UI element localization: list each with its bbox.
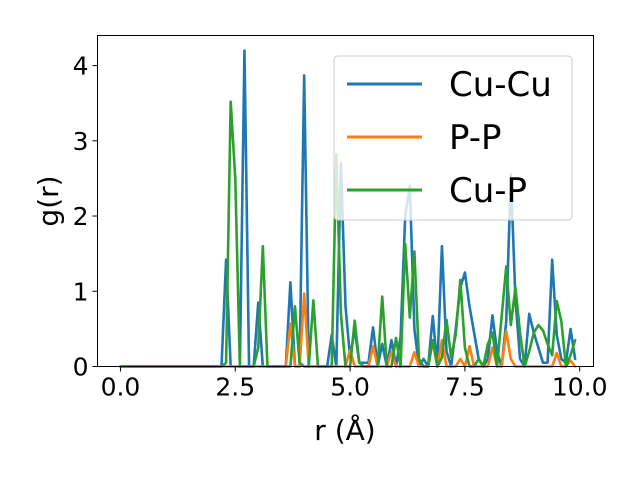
legend: Cu-Cu P-P Cu-P <box>333 55 573 221</box>
x-tick-label: 0.0 <box>101 373 141 402</box>
y-axis-ticks: 0 1 2 3 4 <box>73 52 98 382</box>
series-line-cu-p <box>119 100 577 368</box>
y-tick-label: 0 <box>73 353 89 382</box>
y-tick-label: 3 <box>73 127 89 156</box>
legend-label-cu-cu: Cu-Cu <box>449 65 552 105</box>
y-tick-label: 1 <box>73 277 89 306</box>
x-tick-label: 7.5 <box>445 373 485 402</box>
x-axis-ticks: 0.0 2.5 5.0 7.5 10.0 <box>101 366 608 402</box>
x-tick-label: 5.0 <box>330 373 370 402</box>
legend-box <box>333 55 573 221</box>
x-tick-label: 10.0 <box>552 373 608 402</box>
legend-label-cu-p: Cu-P <box>449 171 527 211</box>
x-axis-label: r (Å) <box>314 413 375 447</box>
y-tick-label: 4 <box>73 52 89 81</box>
legend-label-p-p: P-P <box>449 118 502 158</box>
plot-frame <box>97 35 594 367</box>
y-axis-label: g(r) <box>32 175 65 226</box>
y-tick-label: 2 <box>73 202 89 231</box>
x-tick-label: 2.5 <box>215 373 255 402</box>
